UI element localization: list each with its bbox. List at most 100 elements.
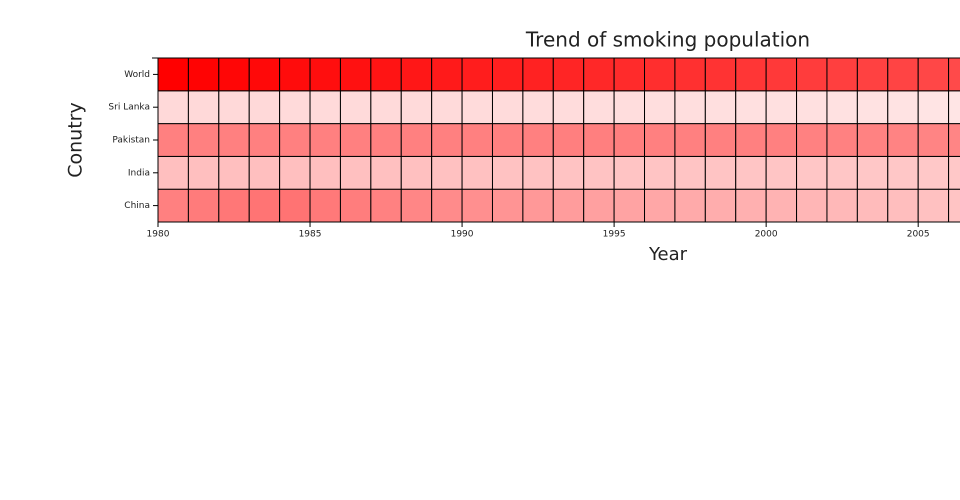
heatmap-cell (948, 57, 960, 92)
heatmap-cell (491, 188, 524, 223)
heatmap-cell (583, 155, 615, 190)
y-tick-label: Pakistan (112, 136, 150, 146)
heatmap-cell (431, 123, 463, 157)
heatmap-cell (917, 123, 950, 157)
heatmap-cell (887, 155, 919, 190)
heatmap-cell (248, 123, 281, 157)
heatmap-cell (765, 123, 798, 157)
heatmap-cell (735, 123, 767, 157)
heatmap-cell (309, 57, 341, 92)
heatmap-cell (613, 155, 646, 190)
heatmap-cell (552, 155, 585, 190)
heatmap-cell (796, 123, 828, 157)
heatmap-cell (491, 90, 524, 125)
heatmap-cell (248, 188, 281, 223)
x-tick-label: 1985 (299, 230, 322, 240)
x-axis-label: Year (648, 244, 688, 265)
heatmap-cell (948, 155, 960, 190)
heatmap-cell (522, 188, 554, 223)
heatmap-cell (218, 188, 250, 223)
heatmap-cell (248, 90, 281, 125)
heatmap-cell (948, 188, 960, 223)
y-tick-label: India (128, 168, 150, 178)
heatmap-cell (552, 90, 585, 125)
heatmap-cell (370, 57, 402, 92)
heatmap-cell (674, 188, 706, 223)
heatmap-cell (279, 155, 311, 190)
heatmap-cell (583, 188, 615, 223)
x-tick-label: 1990 (451, 230, 474, 240)
heatmap-cell (765, 57, 798, 92)
heatmap-cell (522, 155, 554, 190)
heatmap-cell (644, 57, 676, 92)
heatmap-cell (157, 188, 189, 223)
heatmap-cell (704, 57, 737, 92)
heatmap-cell (309, 90, 341, 125)
x-tick-label: 2000 (755, 230, 778, 240)
heatmap-cell (370, 90, 402, 125)
x-tick-label: 1980 (147, 230, 170, 240)
heatmap-cell (339, 155, 372, 190)
heatmap-cell (461, 188, 493, 223)
heatmap-cell (917, 90, 950, 125)
heatmap-cell (613, 90, 646, 125)
heatmap-cell (887, 123, 919, 157)
heatmap-cell (400, 123, 433, 157)
heatmap-cell (279, 90, 311, 125)
heatmap-cell (704, 155, 737, 190)
heatmap-cell (400, 155, 433, 190)
y-tick-label: Sri Lanka (108, 103, 150, 113)
heatmap-cell (309, 155, 341, 190)
heatmap-cell (157, 57, 189, 92)
heatmap-cell (339, 123, 372, 157)
heatmap-cell (339, 90, 372, 125)
heatmap-cell (279, 57, 311, 92)
heatmap-cell (704, 90, 737, 125)
heatmap-cell (522, 123, 554, 157)
heatmap-cell (796, 90, 828, 125)
heatmap-cell (704, 123, 737, 157)
heatmap-cell (856, 57, 889, 92)
x-tick-label: 2005 (907, 230, 930, 240)
heatmap-cell (431, 155, 463, 190)
heatmap-cell (279, 188, 311, 223)
heatmap-cell (826, 188, 858, 223)
heatmap-cell (796, 188, 828, 223)
heatmap-cell (765, 90, 798, 125)
heatmap-cell (279, 123, 311, 157)
heatmap-cell (157, 90, 189, 125)
heatmap-cell (309, 188, 341, 223)
heatmap-cell (704, 188, 737, 223)
heatmap-cell (948, 123, 960, 157)
heatmap-cell (613, 57, 646, 92)
heatmap-cell (735, 155, 767, 190)
heatmap-cell (522, 57, 554, 92)
heatmap-cell (917, 155, 950, 190)
heatmap-cell (491, 123, 524, 157)
heatmap-cell (644, 90, 676, 125)
chart-title: Trend of smoking population (525, 28, 810, 52)
heatmap-cell (400, 57, 433, 92)
heatmap-cell (248, 155, 281, 190)
heatmap-cell (400, 188, 433, 223)
heatmap-cell (339, 57, 372, 92)
heatmap-cell (309, 123, 341, 157)
heatmap-cell (856, 188, 889, 223)
heatmap-cell (887, 57, 919, 92)
heatmap-cell (917, 188, 950, 223)
heatmap-cell (461, 155, 493, 190)
heatmap-cell (187, 57, 220, 92)
heatmap-cell (431, 188, 463, 223)
heatmap-cell (735, 57, 767, 92)
heatmap-cell (887, 188, 919, 223)
heatmap-cell (461, 123, 493, 157)
heatmap-cell (491, 155, 524, 190)
heatmap-cell (613, 123, 646, 157)
heatmap-cell (370, 155, 402, 190)
heatmap-cell (826, 123, 858, 157)
heatmap-cell (187, 123, 220, 157)
heatmap-cell (461, 57, 493, 92)
heatmap-cell (613, 188, 646, 223)
heatmap-cell (917, 57, 950, 92)
